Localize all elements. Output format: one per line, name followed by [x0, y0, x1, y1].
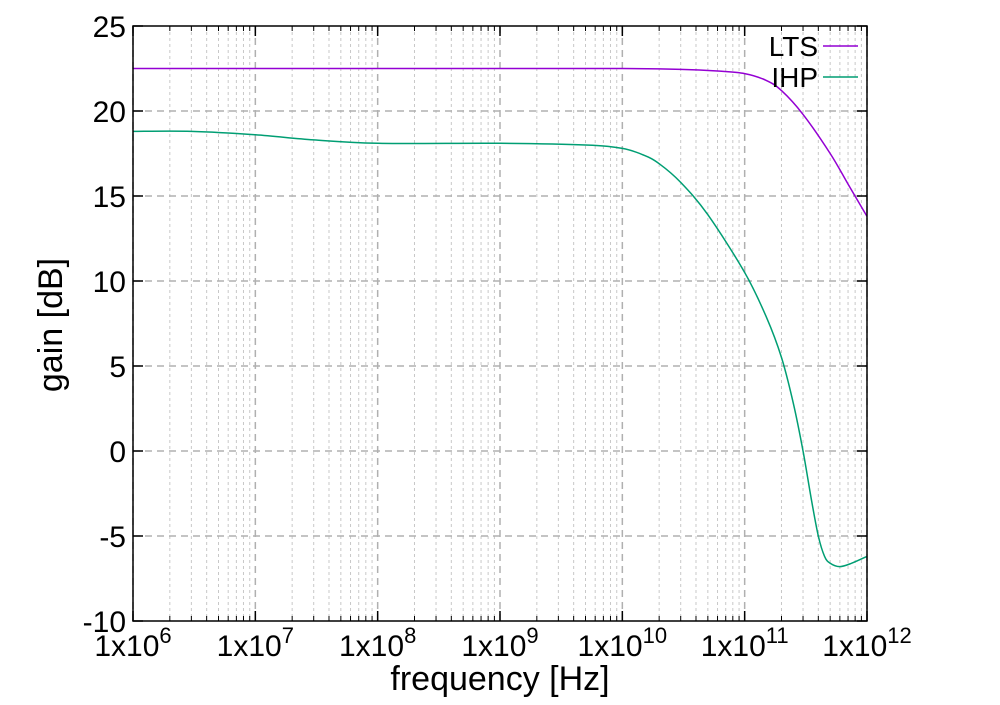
x-tick-label: 1x107 — [217, 623, 294, 663]
axis-ticks — [132, 25, 868, 622]
x-tick-label: 1x1010 — [578, 623, 668, 663]
y-tick-label: 25 — [93, 11, 126, 44]
series-lines — [132, 67, 868, 568]
y-tick-label: 10 — [93, 266, 126, 299]
y-tick-label: 0 — [109, 436, 126, 469]
x-axis-title: frequency [Hz] — [390, 660, 609, 698]
x-tick-label: 1x109 — [461, 623, 538, 663]
x-tick-label: 1x106 — [94, 623, 171, 663]
series-line-lts — [132, 67, 868, 217]
y-axis-title: gain [dB] — [32, 258, 70, 392]
tick-labels: 1x106 1x107 1x108 1x109 1x1010 1x1011 1x1012 -1… — [83, 11, 912, 663]
x-tick-label: 1x108 — [339, 623, 416, 663]
y-tick-label: -10 — [83, 606, 126, 639]
x-tick-label: 1x1012 — [822, 623, 912, 663]
x-tick-label: 1x1011 — [701, 623, 789, 663]
y-tick-label: 5 — [109, 351, 126, 384]
series-line-ihp — [132, 130, 868, 568]
legend-label-lts: LTS — [769, 31, 818, 62]
y-tick-label: -5 — [99, 521, 126, 554]
y-tick-label: 15 — [93, 181, 126, 214]
grid — [132, 26, 868, 621]
legend-label-ihp: IHP — [771, 62, 818, 93]
y-tick-label: 20 — [93, 96, 126, 129]
